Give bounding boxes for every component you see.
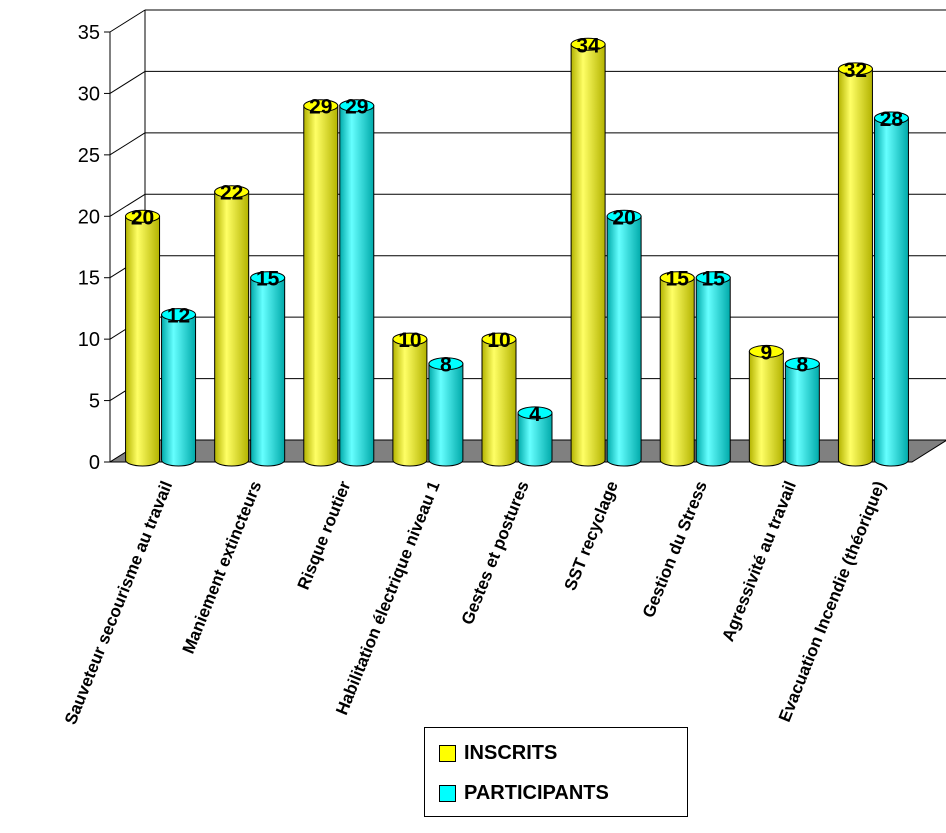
x-axis-labels: Sauveteur secourisme au travail Maniement… — [61, 478, 889, 727]
side-wall-line — [109, 132, 146, 156]
bar-participants — [606, 209, 642, 467]
y-tick-label: 30 — [78, 83, 100, 105]
data-label: 28 — [880, 108, 904, 131]
data-label: 34 — [576, 34, 600, 57]
bars — [125, 37, 909, 467]
x-category-label: Habilitation électrique niveau 1 — [332, 478, 443, 717]
bar-inscrits — [392, 332, 428, 467]
bar-inscrits — [303, 99, 339, 467]
data-label: 15 — [702, 268, 726, 291]
x-category-label: Gestion du Stress — [639, 478, 711, 620]
x-category-label: Maniement extincteurs — [179, 478, 266, 656]
data-label: 10 — [487, 329, 510, 352]
legend-item-participants: PARTICIPANTS — [439, 782, 609, 805]
legend-label-inscrits: INSCRITS — [464, 742, 558, 764]
data-label: 9 — [760, 341, 772, 364]
data-label: 10 — [398, 329, 421, 352]
bar-inscrits — [659, 271, 695, 467]
side-wall-line — [109, 9, 146, 33]
x-category-label: Sauveteur secourisme au travail — [61, 478, 176, 727]
x-category-label: Gestes et postures — [458, 478, 533, 627]
bar-participants — [250, 271, 286, 467]
data-label: 12 — [167, 305, 190, 328]
y-tick-label: 15 — [78, 268, 100, 290]
y-tick-label: 35 — [78, 22, 100, 44]
bar-participants — [161, 308, 197, 467]
side-wall-line — [109, 193, 146, 217]
data-label: 8 — [796, 354, 808, 377]
bar-inscrits — [214, 185, 250, 467]
bar-inscrits — [570, 37, 606, 467]
bar-participants — [428, 357, 464, 467]
data-label: 15 — [666, 268, 690, 291]
data-label: 20 — [612, 206, 635, 229]
x-category-label: SST recyclage — [561, 478, 622, 593]
y-tick-label: 20 — [78, 206, 100, 228]
bar-participants — [339, 99, 375, 467]
y-axis-ticks: 0 5 10 15 20 25 30 35 — [78, 22, 110, 474]
legend-label-participants: PARTICIPANTS — [464, 782, 609, 804]
data-labels: 20 22 29 10 10 34 15 9 32 12 15 29 8 4 20 15 8 28 — [131, 34, 904, 426]
bar-participants — [784, 357, 820, 467]
bar-inscrits — [481, 332, 517, 467]
legend-item-inscrits: INSCRITS — [439, 742, 557, 765]
y-tick-label: 5 — [89, 391, 100, 413]
bar-participants — [873, 111, 909, 467]
data-label: 32 — [844, 59, 867, 82]
bar-inscrits — [837, 62, 873, 467]
bar-inscrits — [125, 209, 161, 467]
data-label: 29 — [345, 96, 368, 119]
y-tick-label: 25 — [78, 145, 100, 167]
legend: INSCRITS PARTICIPANTS — [424, 727, 688, 817]
x-category-label: Evacuation Incendie (théorique) — [775, 478, 889, 724]
legend-swatch-inscrits — [439, 745, 456, 762]
y-tick-label: 0 — [89, 452, 100, 474]
side-wall-line — [109, 71, 146, 94]
bar-participants — [517, 406, 553, 467]
legend-swatch-participants — [439, 785, 456, 802]
bar-participants — [695, 271, 731, 467]
x-category-label: Agressivité au travail — [718, 478, 800, 644]
y-tick-label: 10 — [78, 329, 100, 351]
x-category-label: Risque routier — [294, 478, 355, 592]
data-label: 4 — [529, 403, 541, 426]
data-label: 29 — [309, 96, 332, 119]
data-label: 20 — [131, 206, 154, 229]
data-label: 22 — [220, 182, 243, 205]
bar-inscrits — [748, 344, 784, 467]
data-label: 15 — [256, 268, 280, 291]
data-label: 8 — [440, 354, 452, 377]
